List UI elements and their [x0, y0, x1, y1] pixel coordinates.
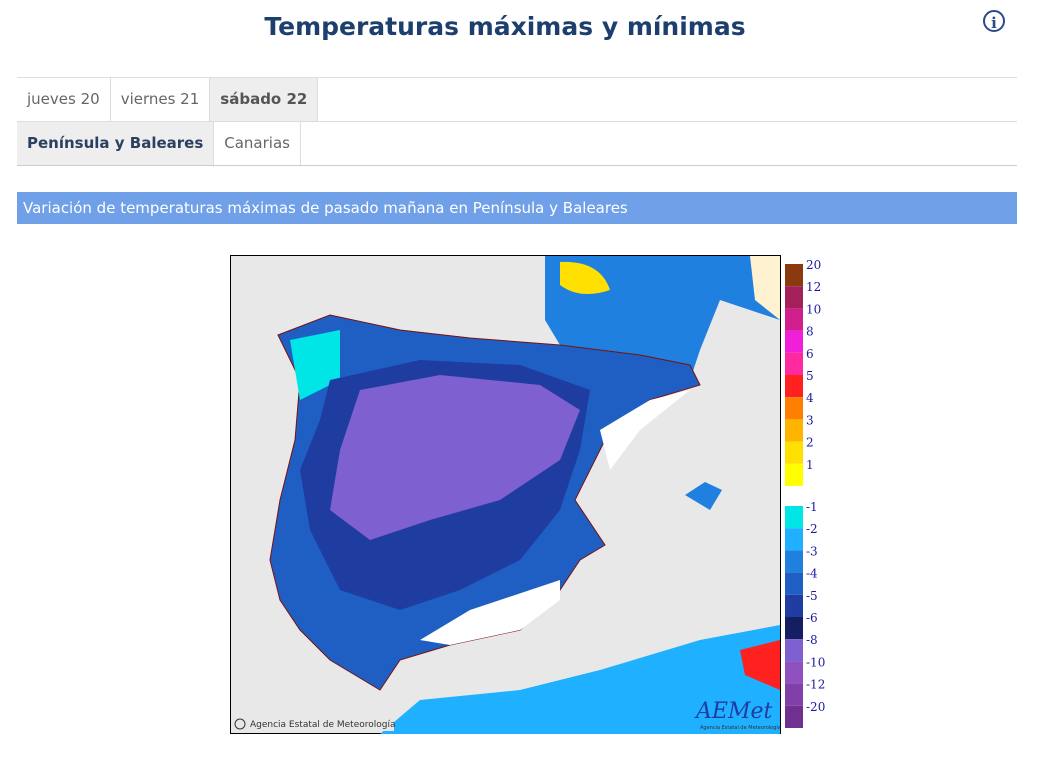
legend-swatch — [785, 594, 803, 617]
logo-caption: Agencia Estatal de Meteorología — [700, 724, 781, 731]
baleares — [685, 482, 722, 510]
cold-area — [330, 375, 580, 540]
legend-label: -4 — [806, 567, 818, 581]
day-tab[interactable]: jueves 20 — [17, 78, 111, 121]
cold-area — [290, 330, 340, 400]
legend: 20 12 10 8 6 5 4 3 2 1 -1 -2 -3 -4 -5 -6 -8 -10 -12 -20 — [785, 258, 825, 728]
legend-label: -10 — [806, 655, 825, 669]
legend-swatch — [785, 572, 803, 595]
warm-area — [560, 261, 610, 294]
legend-swatch — [785, 639, 803, 662]
page-title: Temperaturas máximas y mínimas — [264, 12, 746, 41]
legend-label: -5 — [806, 589, 818, 603]
legend-swatch — [785, 705, 803, 728]
legend-swatch — [785, 375, 803, 398]
day-tab[interactable]: sábado 22 — [210, 78, 319, 121]
legend-swatch — [785, 286, 803, 309]
region-tab[interactable]: Canarias — [214, 122, 301, 165]
copyright-icon — [234, 718, 246, 730]
legend-label: -2 — [806, 522, 818, 536]
logo: AEMet — [694, 699, 772, 724]
mild-area — [420, 580, 560, 645]
legend-label: -3 — [806, 544, 818, 558]
credit-bg — [234, 716, 394, 731]
legend-swatch — [785, 528, 803, 551]
legend-label: -12 — [806, 678, 825, 692]
region-tabs: Península y Baleares Canarias — [17, 121, 1017, 166]
legend-label: 1 — [806, 458, 814, 472]
warm-area — [750, 256, 780, 320]
legend-label: -6 — [806, 611, 818, 625]
legend-swatch — [785, 264, 803, 287]
legend-label: 8 — [806, 325, 814, 339]
legend-swatch — [785, 352, 803, 375]
legend-swatch — [785, 506, 803, 529]
info-button[interactable]: i — [983, 10, 1005, 32]
legend-swatch — [785, 397, 803, 420]
warm-area — [740, 640, 780, 690]
legend-label: 2 — [806, 436, 814, 450]
legend-label: 3 — [806, 413, 814, 427]
legend-swatch — [785, 463, 803, 486]
legend-swatch — [785, 441, 803, 464]
day-tab[interactable]: viernes 21 — [111, 78, 211, 121]
legend-swatch — [785, 419, 803, 442]
legend-label: 12 — [806, 280, 821, 294]
legend-swatch — [785, 683, 803, 706]
legend-label: -1 — [806, 500, 818, 514]
map-credit: Agencia Estatal de Meteorología — [250, 720, 396, 730]
legend-swatch — [785, 617, 803, 640]
legend-label: 4 — [806, 391, 814, 405]
region-tab[interactable]: Península y Baleares — [17, 122, 215, 165]
legend-label: 6 — [806, 347, 814, 361]
legend-swatch — [785, 550, 803, 573]
legend-swatch — [785, 308, 803, 331]
legend-swatch — [785, 661, 803, 684]
legend-label: 10 — [806, 302, 821, 316]
legend-label: -20 — [806, 700, 825, 714]
mild-area — [600, 390, 690, 470]
legend-label: 20 — [806, 258, 821, 272]
legend-swatch — [785, 330, 803, 353]
legend-label: -8 — [806, 633, 818, 647]
legend-label: 5 — [806, 369, 814, 383]
banner: Variación de temperaturas máximas de pas… — [17, 192, 1017, 224]
africa-area — [380, 625, 780, 734]
